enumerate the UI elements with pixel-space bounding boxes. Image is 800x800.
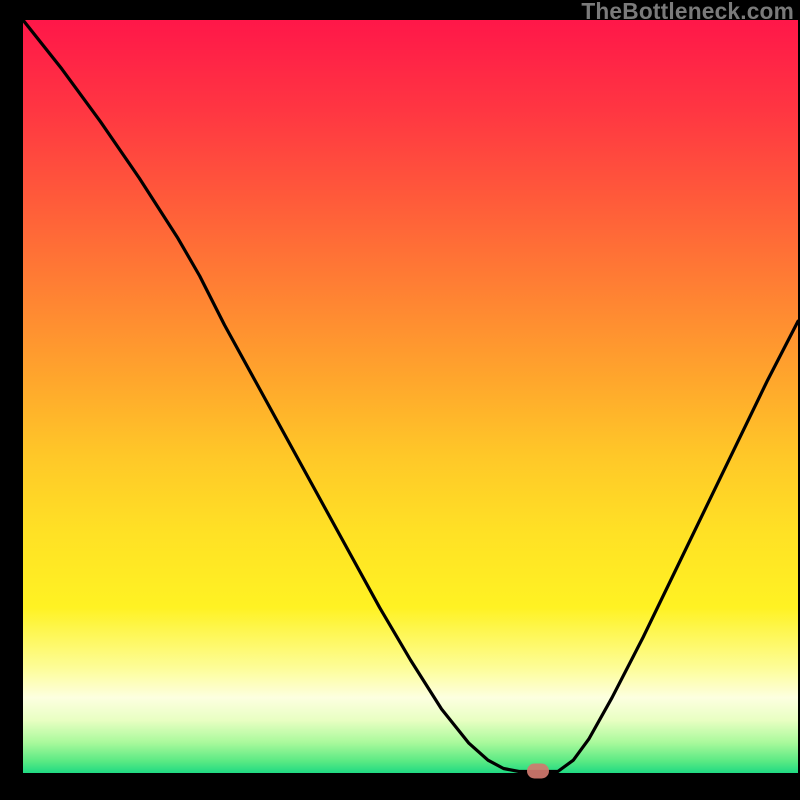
chart-frame: TheBottleneck.com	[0, 0, 800, 800]
bottleneck-curve	[23, 20, 798, 773]
plot-area	[23, 20, 798, 773]
optimum-marker	[527, 764, 549, 779]
